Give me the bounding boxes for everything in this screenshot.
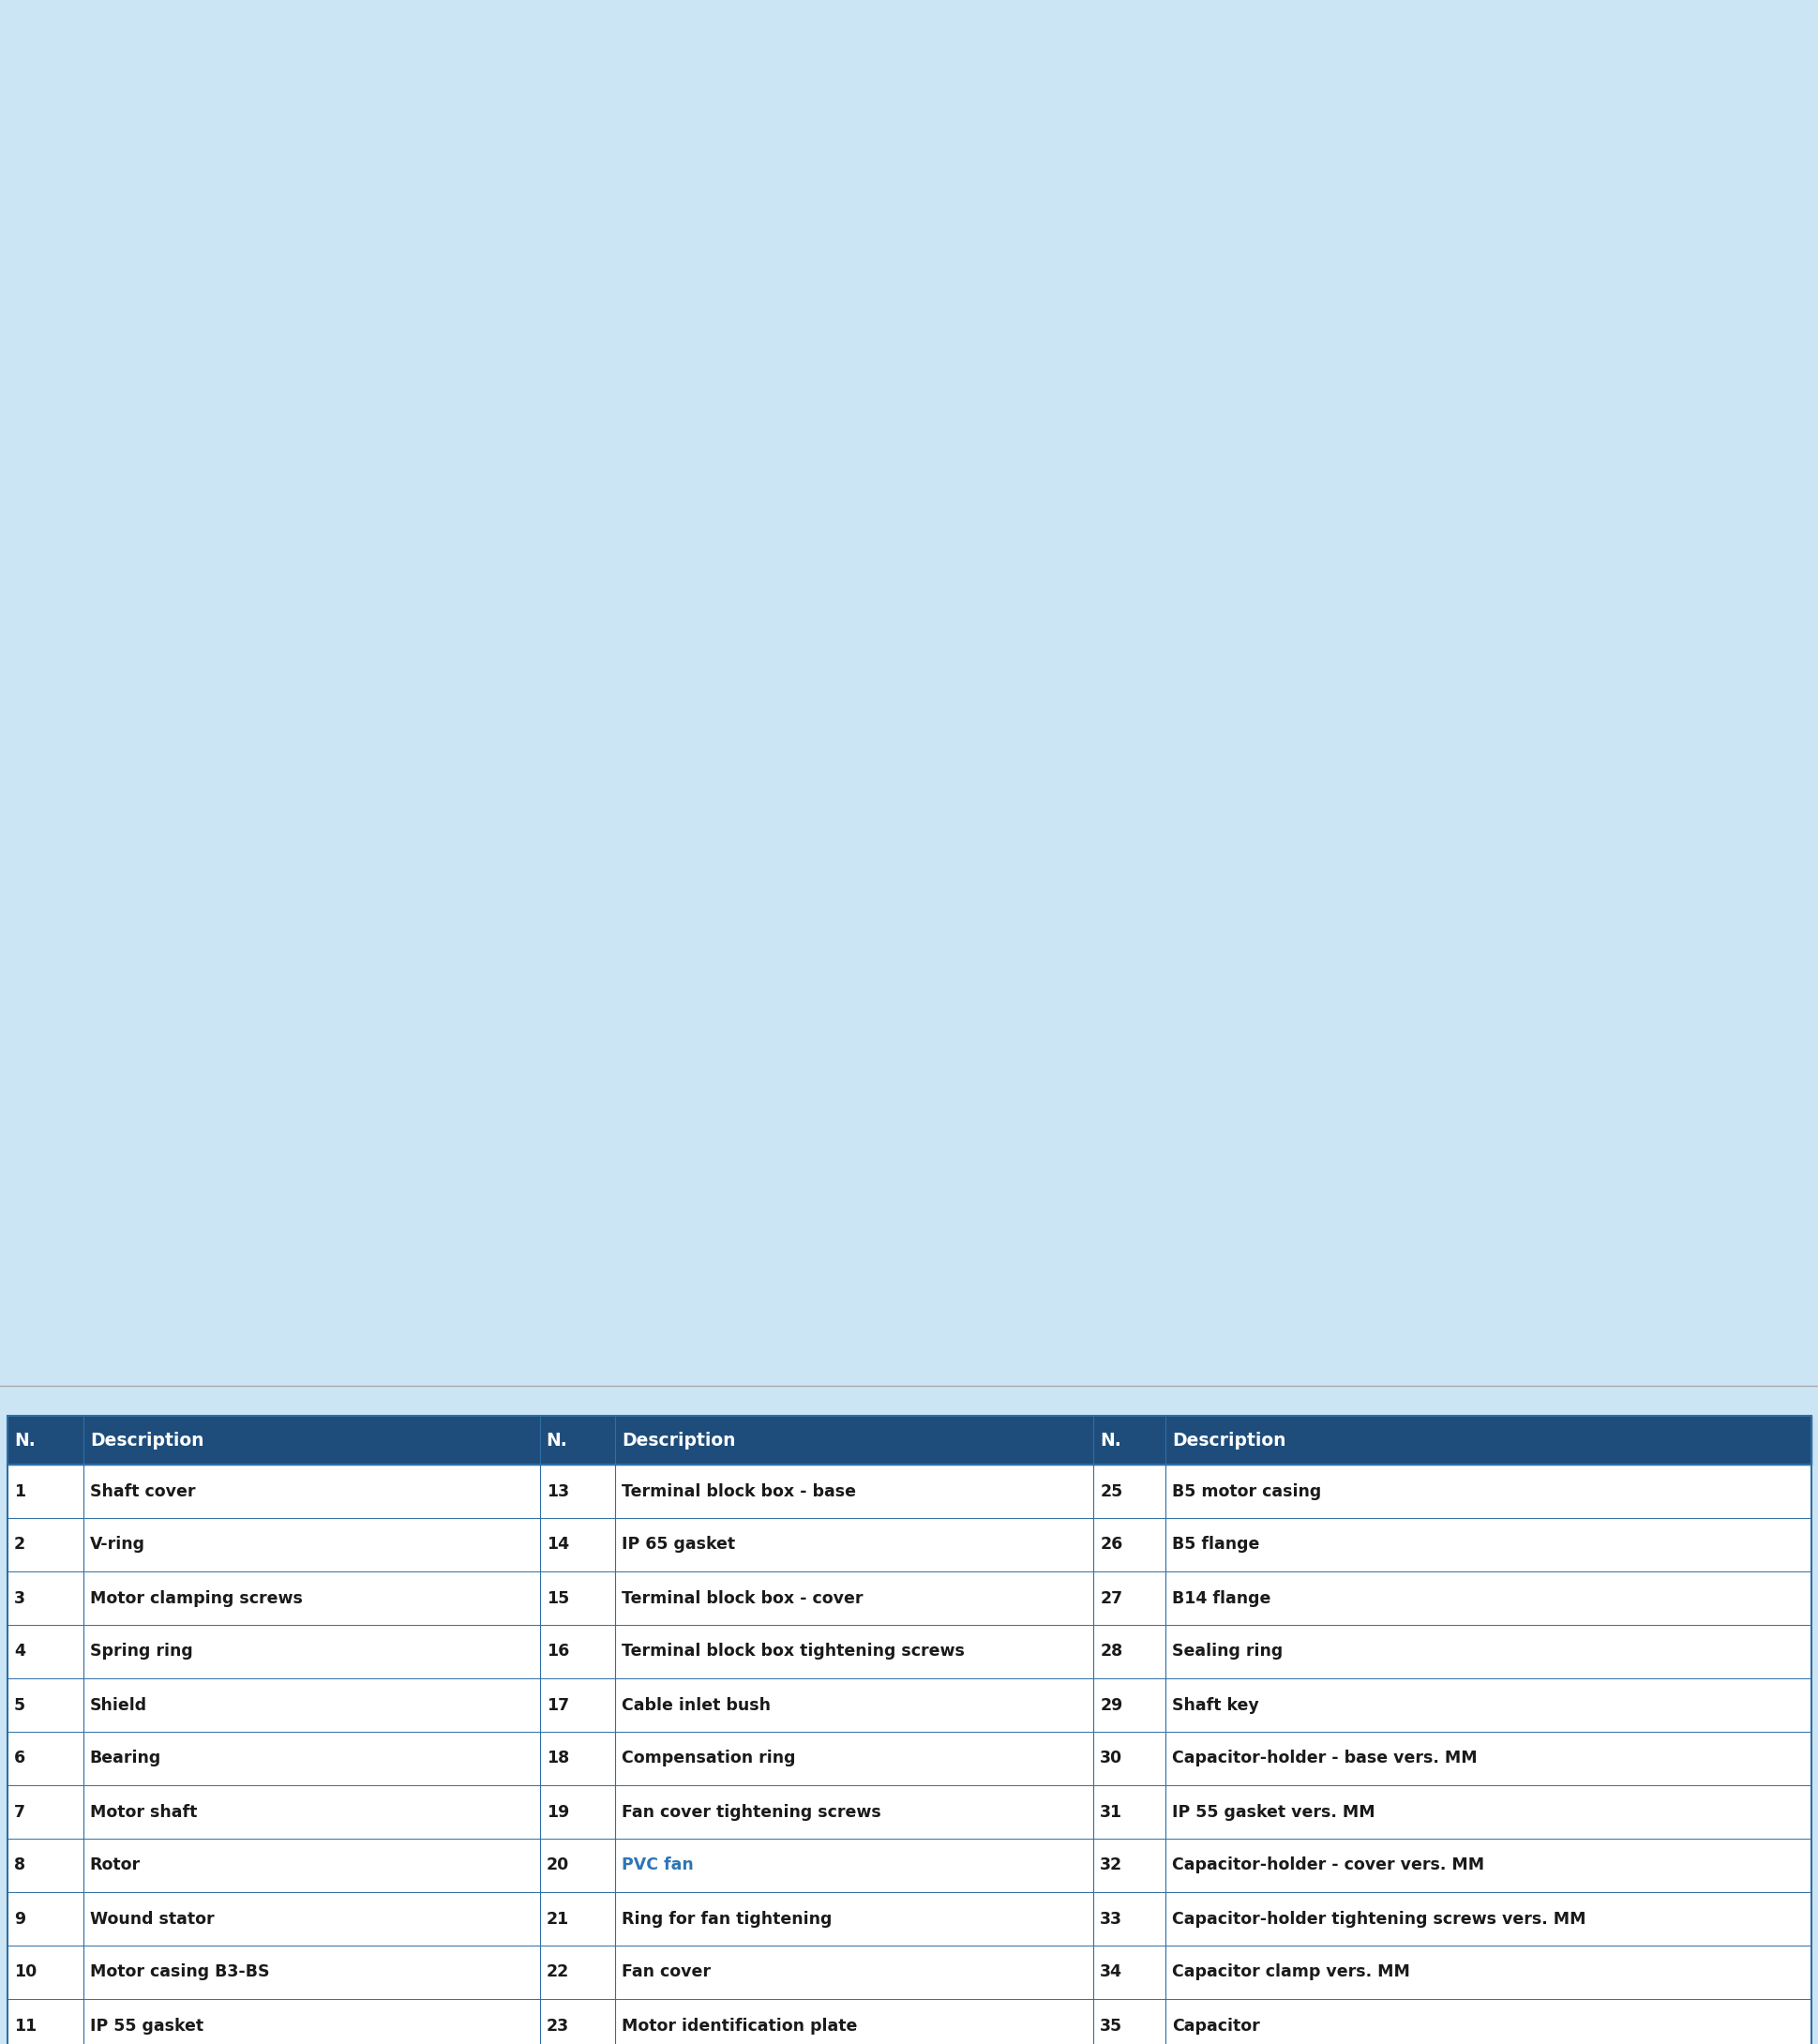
Text: Compensation ring: Compensation ring — [622, 1750, 796, 1766]
Text: 10: 10 — [15, 1964, 36, 1981]
Text: 27: 27 — [1100, 1590, 1122, 1607]
Text: Motor clamping screws: Motor clamping screws — [89, 1590, 302, 1607]
Text: N.: N. — [1100, 1431, 1120, 1449]
Text: 26: 26 — [1100, 1537, 1122, 1553]
Text: 1: 1 — [15, 1482, 25, 1500]
Text: Capacitor-holder - cover vers. MM: Capacitor-holder - cover vers. MM — [1171, 1856, 1483, 1874]
Text: 7: 7 — [15, 1803, 25, 1821]
Text: 14: 14 — [545, 1537, 569, 1553]
Text: 29: 29 — [1100, 1697, 1122, 1713]
Text: 20: 20 — [545, 1856, 569, 1874]
Text: Description: Description — [89, 1431, 204, 1449]
Text: Description: Description — [622, 1431, 736, 1449]
Text: Shaft key: Shaft key — [1171, 1697, 1258, 1713]
Text: 2: 2 — [15, 1537, 25, 1553]
Text: 18: 18 — [545, 1750, 569, 1766]
Text: 22: 22 — [545, 1964, 569, 1981]
Text: 5: 5 — [15, 1697, 25, 1713]
Text: vent: vent — [149, 1719, 542, 1870]
Text: 31: 31 — [1100, 1803, 1122, 1821]
Text: Fan cover tightening screws: Fan cover tightening screws — [622, 1803, 882, 1821]
Text: Fan cover: Fan cover — [622, 1964, 711, 1981]
Text: 9: 9 — [15, 1911, 25, 1927]
Text: IP 65 gasket: IP 65 gasket — [622, 1537, 734, 1553]
Text: Capacitor-holder tightening screws vers. MM: Capacitor-holder tightening screws vers.… — [1171, 1911, 1585, 1927]
Text: 25: 25 — [1100, 1482, 1122, 1500]
Text: 17: 17 — [545, 1697, 569, 1713]
Text: 23: 23 — [545, 2017, 569, 2034]
Text: 34: 34 — [1100, 1964, 1122, 1981]
Text: 4: 4 — [15, 1643, 25, 1660]
Text: 33: 33 — [1100, 1911, 1122, 1927]
Text: Capacitor clamp vers. MM: Capacitor clamp vers. MM — [1171, 1964, 1409, 1981]
Text: Description: Description — [1171, 1431, 1285, 1449]
Text: Spring ring: Spring ring — [89, 1643, 193, 1660]
Bar — [7, 1466, 1811, 1519]
Text: Terminal block box tightening screws: Terminal block box tightening screws — [622, 1643, 965, 1660]
Text: IP 55 gasket: IP 55 gasket — [89, 2017, 204, 2034]
Text: Ring for fan tightening: Ring for fan tightening — [622, 1911, 833, 1927]
Text: 28: 28 — [1100, 1643, 1122, 1660]
Text: Capacitor: Capacitor — [1171, 2017, 1260, 2034]
Text: 19: 19 — [545, 1803, 569, 1821]
Text: 16: 16 — [545, 1643, 569, 1660]
Text: 15: 15 — [545, 1590, 569, 1607]
Text: B5 motor casing: B5 motor casing — [1171, 1482, 1322, 1500]
Bar — [7, 1946, 1811, 1999]
Text: 11: 11 — [15, 2017, 36, 2034]
Text: B14 flange: B14 flange — [1171, 1590, 1271, 1607]
Bar — [7, 1999, 1811, 2044]
Text: Capacitor-holder - base vers. MM: Capacitor-holder - base vers. MM — [1171, 1750, 1476, 1766]
Text: 21: 21 — [545, 1911, 569, 1927]
Bar — [7, 1893, 1811, 1946]
Bar — [7, 1625, 1811, 1678]
Text: PVC fan: PVC fan — [622, 1856, 694, 1874]
Text: 35: 35 — [1100, 2017, 1122, 2034]
Text: Motor shaft: Motor shaft — [89, 1803, 196, 1821]
Bar — [7, 1784, 1811, 1840]
Text: Cable inlet bush: Cable inlet bush — [622, 1697, 771, 1713]
Text: N.: N. — [15, 1431, 35, 1449]
Bar — [7, 1731, 1811, 1784]
Text: 3: 3 — [15, 1590, 25, 1607]
Text: N.: N. — [545, 1431, 567, 1449]
Bar — [7, 1678, 1811, 1731]
Text: IP 55 gasket vers. MM: IP 55 gasket vers. MM — [1171, 1803, 1374, 1821]
Text: 13: 13 — [545, 1482, 569, 1500]
Bar — [7, 1416, 1811, 1466]
Bar — [7, 1572, 1811, 1625]
Bar — [7, 1519, 1811, 1572]
Bar — [7, 1840, 1811, 1893]
Text: 6: 6 — [15, 1750, 25, 1766]
Text: V-ring: V-ring — [89, 1537, 145, 1553]
Text: Shield: Shield — [89, 1697, 147, 1713]
Text: Terminal block box - cover: Terminal block box - cover — [622, 1590, 864, 1607]
Text: Motor identification plate: Motor identification plate — [622, 2017, 858, 2034]
Text: 32: 32 — [1100, 1856, 1122, 1874]
Text: Terminal block box - base: Terminal block box - base — [622, 1482, 856, 1500]
Text: Rotor: Rotor — [89, 1856, 140, 1874]
Text: B5 flange: B5 flange — [1171, 1537, 1260, 1553]
Text: Wound stator: Wound stator — [89, 1911, 215, 1927]
Text: Bearing: Bearing — [89, 1750, 162, 1766]
Text: Sealing ring: Sealing ring — [1171, 1643, 1282, 1660]
Text: 8: 8 — [15, 1856, 25, 1874]
Text: Motor casing B3-BS: Motor casing B3-BS — [89, 1964, 269, 1981]
Text: Shaft cover: Shaft cover — [89, 1482, 195, 1500]
Text: 30: 30 — [1100, 1750, 1122, 1766]
